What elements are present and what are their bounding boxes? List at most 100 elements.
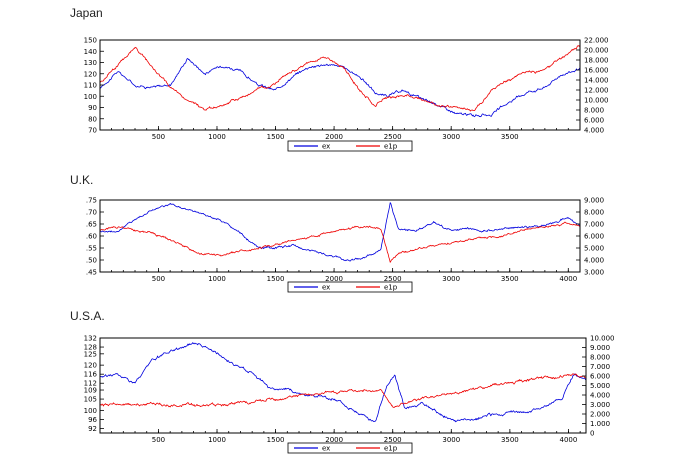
japan-series-ex-line: [99, 58, 581, 118]
japan-right-tick-label: 20.000: [584, 47, 609, 55]
usa-left-tick-label: 96: [88, 416, 97, 424]
usa-right-tick-label: 9.000: [590, 344, 610, 352]
uk-left-tick-label: .45: [86, 269, 97, 277]
uk-x-tick-label: 3000: [442, 275, 460, 283]
japan-left-tick-label: 80: [88, 115, 97, 123]
uk-left-tick-label: .75: [86, 197, 97, 205]
uk-x-tick-label: 2000: [325, 275, 343, 283]
japan-plot-frame: [99, 39, 581, 131]
uk-series-ex-line: [99, 202, 581, 262]
usa-series-e1p-line: [99, 373, 586, 408]
uk-left-tick-label: .65: [86, 221, 97, 229]
usa-left-tick-label: 100: [84, 407, 97, 415]
uk-right-tick-label: 7.000: [584, 221, 604, 229]
japan-left-tick-label: 120: [84, 70, 97, 78]
usa-right-tick-label: 7.000: [590, 363, 610, 371]
japan-left-tick-label: 70: [88, 127, 97, 135]
uk-legend: [287, 281, 413, 293]
usa-left-tick-label: 132: [84, 335, 97, 343]
usa-x-tick-label: 3000: [442, 436, 460, 444]
uk-legend-label-e1p: e1p: [384, 284, 398, 292]
usa-left-tick-label: 112: [84, 380, 97, 388]
uk-legend-label-ex: ex: [322, 284, 330, 292]
uk-right-tick-label: 4.000: [584, 257, 604, 265]
japan-x-tick-label: 500: [152, 133, 165, 141]
usa-left-tick-label: 92: [88, 425, 97, 433]
usa-left-tick-label: 105: [84, 396, 97, 404]
usa-right-tick-label: 8.000: [590, 354, 610, 362]
uk-x-tick-label: 1500: [267, 275, 285, 283]
usa-left-tick-label: 116: [84, 371, 98, 379]
japan-x-tick-label: 3500: [501, 133, 519, 141]
japan-x-tick-label: 1000: [208, 133, 226, 141]
usa-legend-label-e1p: e1p: [384, 445, 398, 453]
japan-x-tick-label: 1500: [267, 133, 285, 141]
uk-right-tick-label: 9.000: [584, 197, 604, 205]
uk-plot-frame: [99, 199, 581, 273]
usa-legend: [287, 442, 413, 454]
usa-left-tick-label: 120: [84, 362, 97, 370]
japan-right-tick-label: 22.000: [584, 37, 609, 45]
uk-left-tick-label: .55: [86, 245, 97, 253]
uk-panel-title: U.K.: [70, 173, 94, 187]
japan-left-tick-label: 100: [84, 93, 97, 101]
uk-right-tick-label: 6.000: [584, 233, 604, 241]
usa-x-tick-label: 1000: [208, 436, 226, 444]
japan-right-tick-label: 6.000: [584, 117, 604, 125]
usa-left-tick-label: 109: [84, 387, 97, 395]
japan-legend: [287, 140, 413, 152]
japan-left-tick-label: 130: [84, 59, 97, 67]
japan-right-tick-label: 4.000: [584, 127, 604, 135]
usa-x-tick-label: 1500: [267, 436, 285, 444]
usa-legend-label-ex: ex: [322, 445, 330, 453]
uk-x-tick-label: 4000: [559, 275, 577, 283]
usa-right-tick-label: 5.000: [590, 382, 610, 390]
usa-right-tick-label: 4.000: [590, 392, 610, 400]
japan-left-tick-label: 150: [84, 37, 97, 45]
japan-series-e1p-line: [99, 44, 581, 112]
usa-x-tick-label: 4000: [560, 436, 578, 444]
japan-right-tick-label: 8.000: [584, 107, 604, 115]
usa-right-tick-label: 10.000: [590, 335, 615, 343]
japan-right-tick-label: 14.000: [584, 77, 609, 85]
uk-x-tick-label: 500: [152, 275, 165, 283]
usa-series-ex-line: [99, 342, 586, 423]
usa-right-tick-label: 0: [590, 430, 594, 438]
usa-x-tick-label: 3500: [501, 436, 519, 444]
usa-panel-title: U.S.A.: [70, 309, 105, 323]
usa-right-tick-label: 6.000: [590, 373, 610, 381]
uk-left-tick-label: .50: [86, 257, 97, 265]
usa-left-tick-label: 128: [84, 344, 97, 352]
japan-legend-label-e1p: e1p: [384, 143, 398, 151]
usa-x-tick-label: 2000: [325, 436, 343, 444]
usa-plot-frame: [99, 337, 587, 434]
uk-left-tick-label: .70: [86, 209, 97, 217]
japan-x-tick-label: 2500: [384, 133, 402, 141]
usa-left-tick-label: 125: [84, 350, 97, 358]
japan-right-tick-label: 12.000: [584, 87, 609, 95]
japan-left-tick-label: 110: [84, 82, 97, 90]
japan-right-tick-label: 18.000: [584, 57, 609, 65]
uk-left-tick-label: .60: [86, 233, 97, 241]
uk-right-tick-label: 3.000: [584, 269, 604, 277]
japan-left-tick-label: 140: [84, 48, 97, 56]
uk-x-tick-label: 2500: [384, 275, 402, 283]
japan-left-tick-label: 90: [88, 104, 97, 112]
uk-right-tick-label: 8.000: [584, 209, 604, 217]
uk-right-tick-label: 5.000: [584, 245, 604, 253]
japan-right-tick-label: 16.000: [584, 67, 609, 75]
usa-right-tick-label: 3.000: [590, 401, 610, 409]
usa-x-tick-label: 500: [152, 436, 165, 444]
japan-panel-title: Japan: [70, 6, 103, 20]
uk-x-tick-label: 3500: [501, 275, 519, 283]
uk-series-e1p-line: [99, 221, 581, 263]
usa-x-tick-label: 2500: [384, 436, 402, 444]
japan-x-tick-label: 2000: [325, 133, 343, 141]
japan-right-tick-label: 10.000: [584, 97, 609, 105]
japan-legend-label-ex: ex: [322, 143, 330, 151]
usa-right-tick-label: 2.000: [590, 411, 610, 419]
japan-x-tick-label: 3000: [442, 133, 460, 141]
uk-x-tick-label: 1000: [208, 275, 226, 283]
usa-right-tick-label: 1.000: [590, 420, 610, 428]
